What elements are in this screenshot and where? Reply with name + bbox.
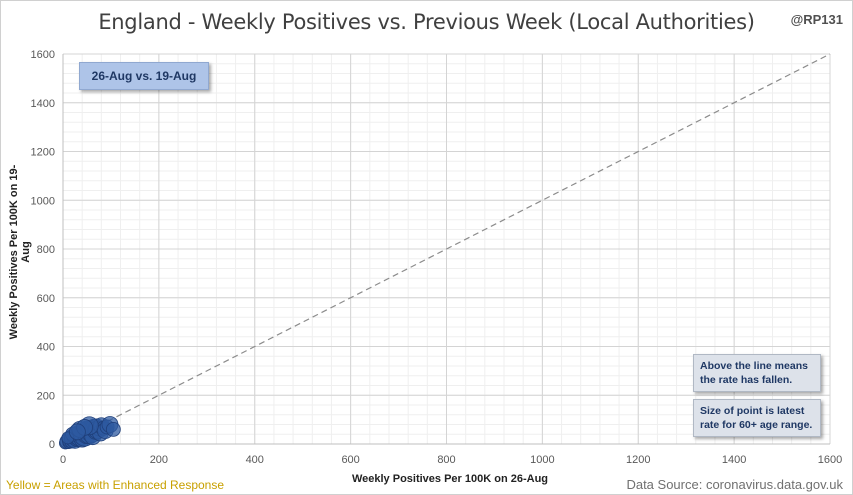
chart-title: England - Weekly Positives vs. Previous … [98, 10, 755, 34]
x-tick-label: 600 [341, 454, 359, 466]
point-size-note: Size of point is latest rate for 60+ age… [693, 399, 821, 437]
x-tick-label: 400 [246, 454, 264, 466]
date-comparison-badge: 26-Aug vs. 19-Aug [79, 62, 209, 90]
parity-reference-line [62, 53, 831, 445]
y-tick-label: 600 [37, 293, 55, 305]
x-tick-label: 1400 [722, 454, 746, 466]
y-tick-label: 400 [37, 342, 55, 354]
data-point [68, 423, 86, 441]
x-tick-label: 0 [60, 454, 66, 466]
data-point [105, 421, 121, 437]
y-tick-label: 1200 [31, 147, 55, 159]
y-tick-label: 1400 [31, 98, 55, 110]
x-tick-label: 1600 [818, 454, 842, 466]
y-tick-label: 1000 [31, 195, 55, 207]
above-line-note: Above the line means the rate has fallen… [693, 354, 821, 392]
author-handle: @RP131 [790, 12, 843, 27]
enhanced-response-note: Yellow = Areas with Enhanced Response [6, 478, 225, 492]
x-tick-label: 200 [150, 454, 168, 466]
data-source: Data Source: coronavirus.data.gov.uk [626, 477, 843, 492]
y-axis-label: Weekly Positives Per 100K on 19-Aug [8, 164, 32, 340]
x-axis-label: Weekly Positives Per 100K on 26-Aug [351, 473, 549, 485]
x-tick-label: 1200 [626, 454, 650, 466]
y-tick-label: 800 [37, 244, 55, 256]
y-tick-label: 1600 [31, 49, 55, 61]
y-tick-label: 0 [49, 439, 55, 451]
x-tick-label: 800 [437, 454, 455, 466]
x-tick-label: 1000 [530, 454, 554, 466]
y-tick-label: 200 [37, 390, 55, 402]
